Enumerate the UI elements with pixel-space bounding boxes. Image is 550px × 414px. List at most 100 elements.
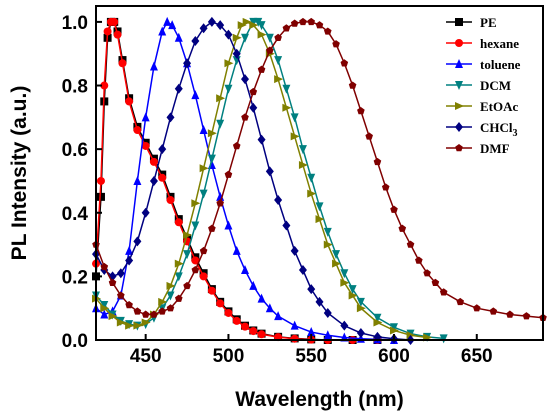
data-point [265,166,274,177]
legend-label-subscript: 3 [513,128,518,139]
data-point [232,245,241,255]
data-point [439,288,448,296]
legend-marker [455,59,463,68]
y-tick-label: 0.4 [62,204,89,225]
data-point [191,35,200,46]
data-point [249,327,258,336]
series-dcm [92,17,448,344]
legend-label: PE [480,15,497,30]
data-point [323,227,332,237]
ticks-layer: 450 500 550 600 650 0.0 0.2 0.4 0.6 0.8 1.0 [62,13,493,367]
x-tick-label: 600 [378,346,410,367]
data-point [149,157,158,166]
series-layer [92,16,547,345]
data-point [100,262,109,271]
data-point [166,112,175,123]
data-point [100,309,109,319]
x-tick-label: 500 [213,346,245,367]
data-point [290,132,300,141]
data-point [307,189,317,198]
data-point [207,129,217,138]
data-point [241,265,249,275]
data-point [125,97,134,106]
data-point [332,40,340,48]
data-point [174,83,183,94]
data-point [257,330,266,339]
legend-item-chcl3: CHCl3 [446,120,518,139]
data-point [224,308,233,317]
data-point [216,299,225,308]
data-point [381,183,390,191]
data-point [506,310,514,318]
data-point [224,220,233,230]
data-point [290,113,299,123]
data-point [257,65,266,73]
data-point [242,17,252,26]
legend-marker [455,81,463,90]
data-point [232,316,241,325]
data-point [323,240,333,249]
data-point [257,134,266,145]
data-point [149,175,158,186]
data-point [158,144,167,155]
data-point [158,173,167,182]
data-point [307,327,316,337]
data-point [191,266,200,274]
data-point [125,321,135,330]
data-point [103,27,112,36]
data-point [249,21,259,30]
data-point [174,294,183,302]
data-point [315,21,324,29]
data-point [357,106,365,115]
data-point [224,29,233,40]
data-point [100,81,109,90]
data-point [116,268,125,279]
series-line [95,21,544,319]
data-point [96,176,105,185]
legend-item-pe: PE [446,15,497,30]
legend-marker [455,18,463,26]
data-point [100,304,110,313]
data-point [340,59,349,67]
data-point [406,240,415,248]
data-point [241,113,249,121]
legend-item-dmf: DMF [446,141,510,156]
data-point [199,189,208,199]
data-point [207,16,216,27]
data-point [113,30,122,39]
data-point [249,87,258,96]
data-point [307,173,316,183]
data-point [237,21,247,30]
data-point [431,278,440,286]
data-point [241,74,249,85]
legend-marker [455,102,464,110]
data-point [216,94,226,103]
data-point [141,207,150,218]
data-point [290,19,299,27]
legend-marker [455,144,463,152]
legend-marker [455,122,463,132]
data-point [125,255,134,266]
data-point [315,296,324,307]
data-point [257,30,267,39]
data-point [282,24,291,32]
data-point [125,245,134,255]
series-line [95,21,411,341]
plot-frame [95,5,544,341]
data-point [191,221,200,231]
y-tick-label: 0.2 [62,267,88,288]
data-point [166,291,175,301]
y-axis-title: PL Intensity (a.u.) [8,86,31,261]
data-point [274,33,282,42]
data-point [174,218,183,227]
data-point [224,59,234,68]
data-point [149,61,158,71]
data-point [168,20,177,30]
data-point [348,291,358,300]
data-point [216,199,224,207]
data-point [423,269,431,277]
data-point [174,259,184,268]
data-point [199,272,208,281]
data-point [307,284,316,295]
data-point [290,334,299,343]
